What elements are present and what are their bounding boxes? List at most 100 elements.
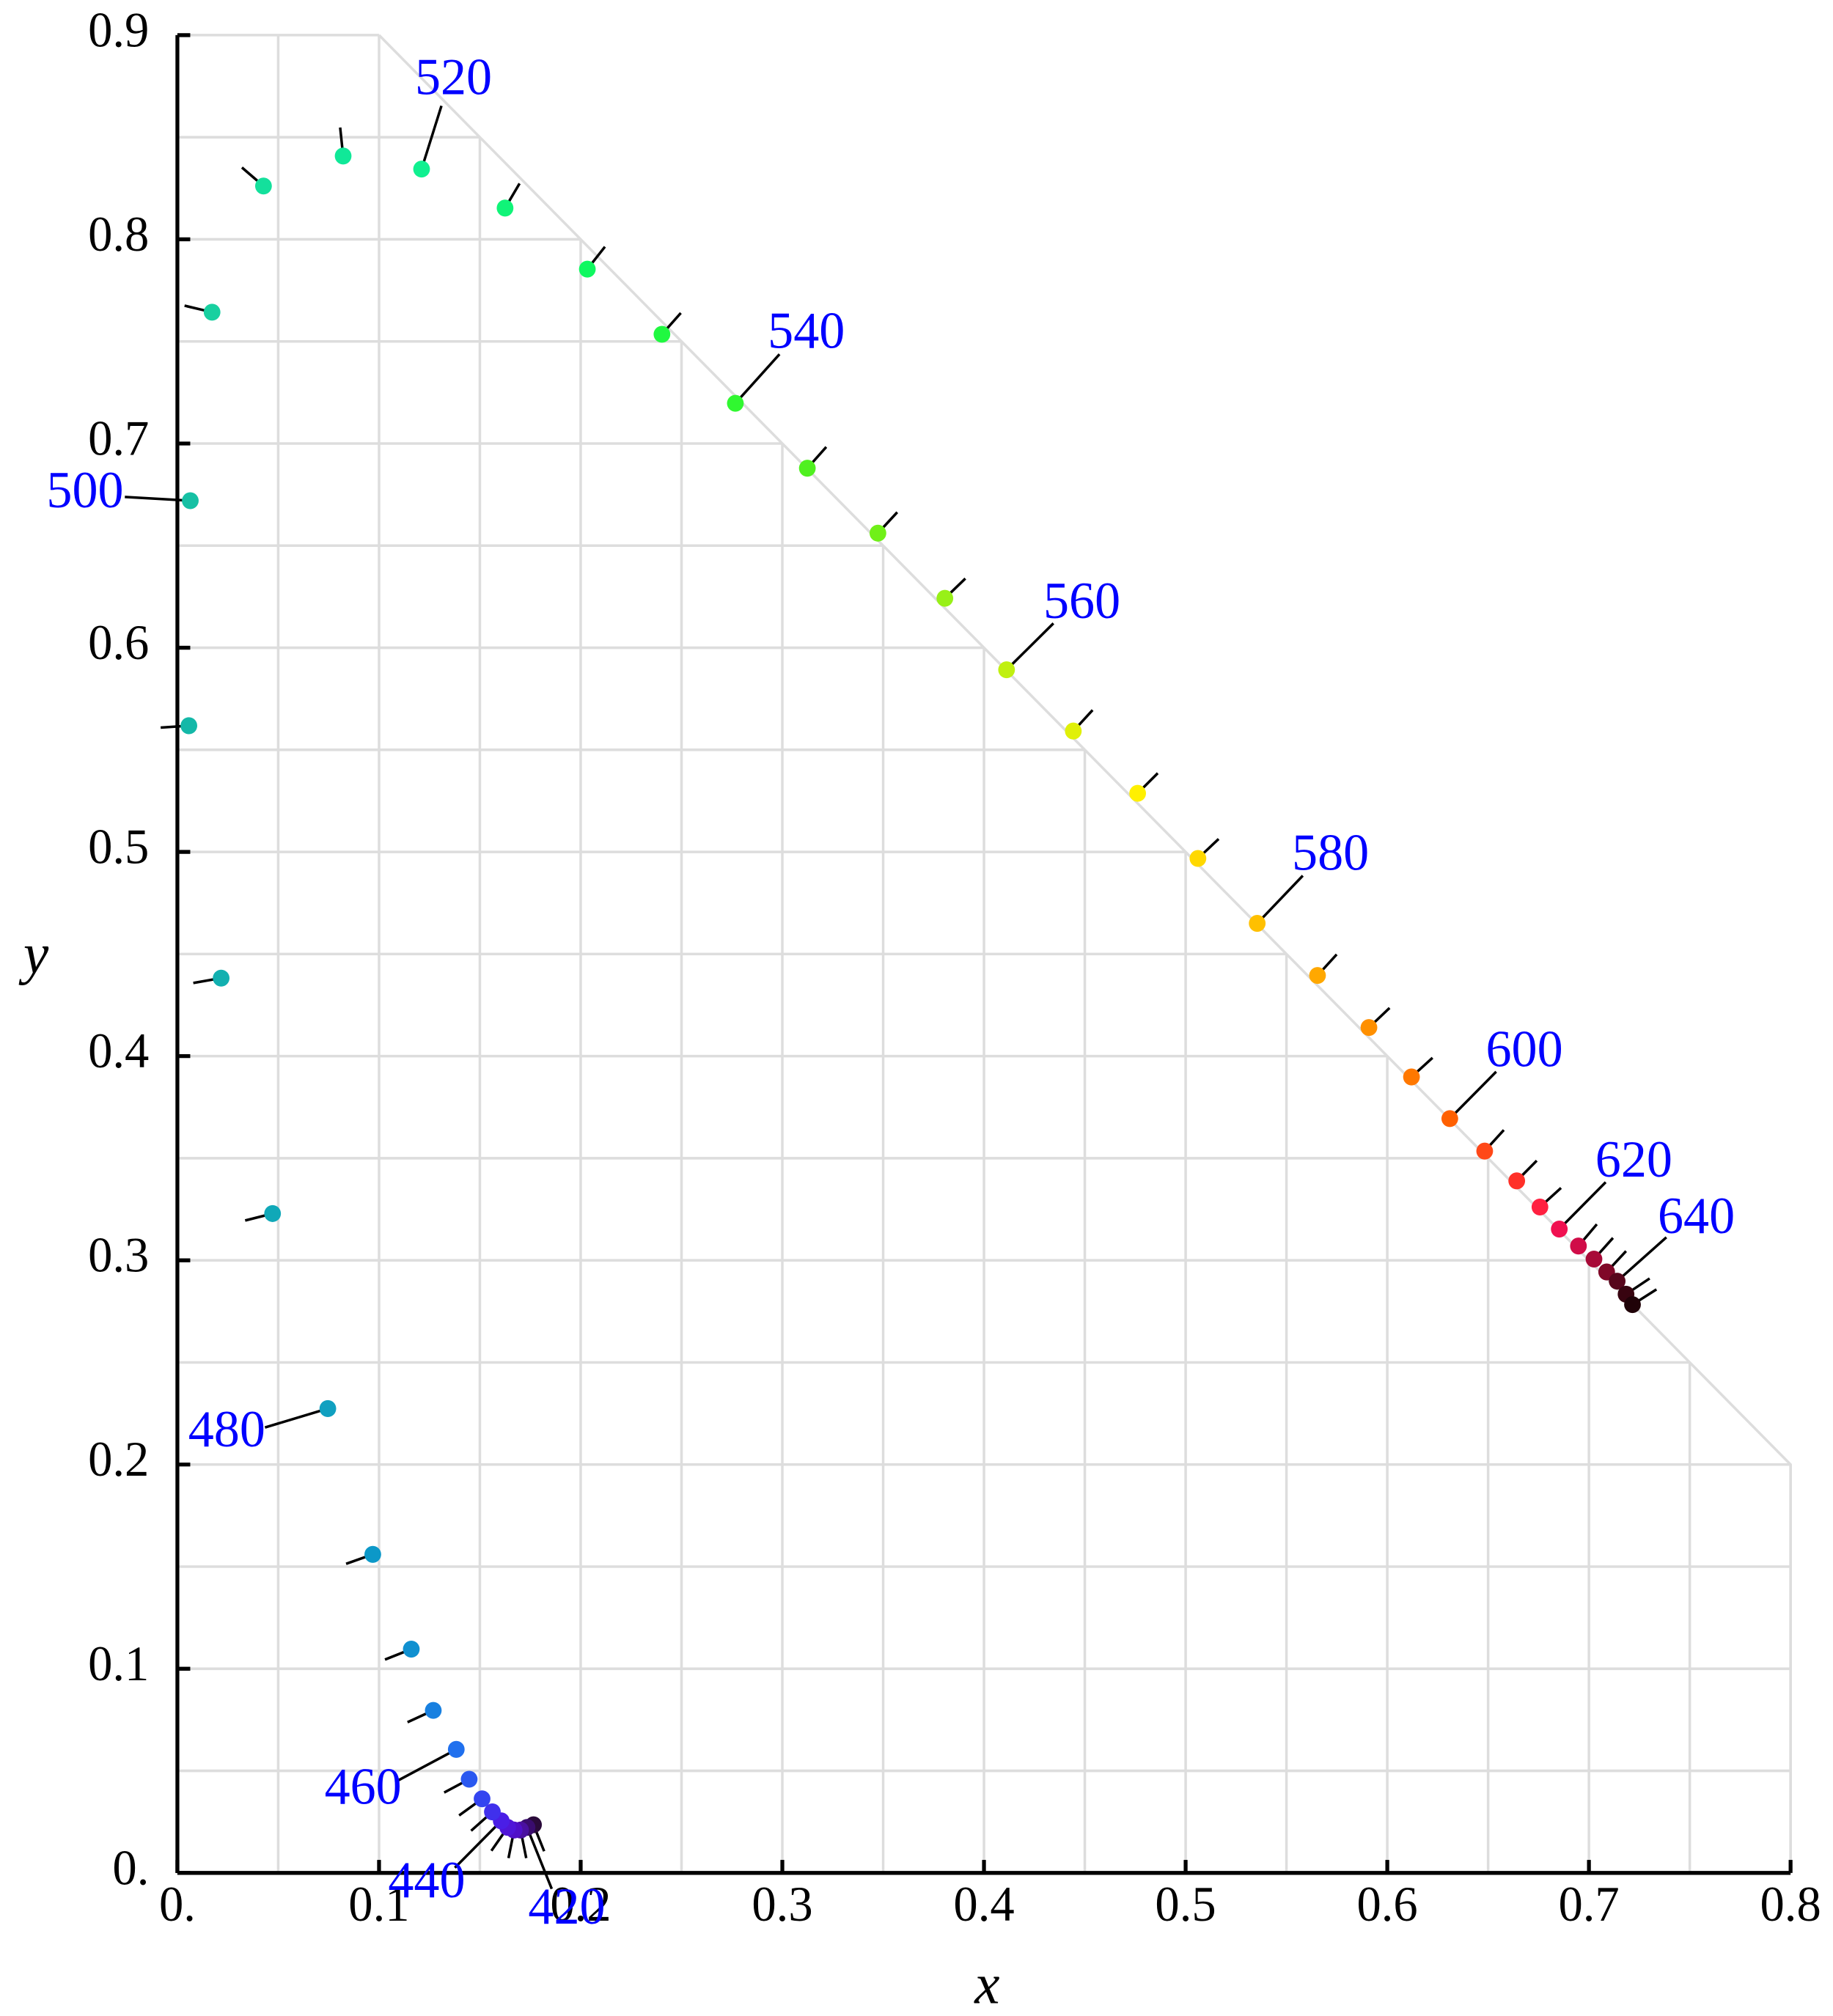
label-leader — [1011, 622, 1054, 666]
locus-point — [213, 969, 230, 987]
label-leader — [1563, 1181, 1607, 1225]
locus-point — [1624, 1296, 1641, 1314]
wavelength-tick — [1582, 1223, 1598, 1241]
wavelength-label: 460 — [325, 1758, 402, 1815]
locus-point — [1551, 1221, 1568, 1238]
locus-point — [578, 260, 596, 278]
wavelength-tick — [949, 577, 966, 595]
wavelength-label: 420 — [528, 1878, 605, 1935]
wavelength-tick — [521, 1837, 528, 1858]
locus-point — [936, 589, 954, 607]
y-tick-label: 0.4 — [88, 1024, 149, 1078]
wavelength-tick — [407, 1712, 427, 1723]
x-tick-label: 0. — [159, 1877, 196, 1932]
locus-point — [653, 325, 671, 343]
locus-point — [1508, 1172, 1526, 1190]
locus-point — [1189, 850, 1207, 867]
x-tick-label: 0.6 — [1356, 1877, 1417, 1932]
y-tick-label: 0.2 — [88, 1432, 149, 1487]
locus-point — [254, 177, 272, 195]
label-leader — [422, 105, 443, 163]
locus-point — [1309, 967, 1326, 985]
locus-point — [264, 1204, 282, 1222]
locus-point — [403, 1641, 420, 1658]
locus-point — [1360, 1019, 1378, 1037]
wavelength-tick — [161, 724, 182, 729]
label-leader — [397, 1751, 450, 1782]
locus-point — [334, 147, 352, 165]
wavelength-tick — [184, 304, 205, 312]
locus-point — [727, 394, 744, 412]
wavelength-tick — [1142, 772, 1159, 789]
locus-point — [1476, 1142, 1494, 1160]
wavelength-label: 440 — [388, 1852, 465, 1909]
wavelength-tick — [666, 312, 682, 330]
wavelength-tick — [244, 1214, 265, 1222]
locus-point — [474, 1790, 491, 1808]
locus-point — [1403, 1068, 1420, 1086]
locus-point — [203, 303, 221, 321]
wavelength-tick — [1416, 1056, 1433, 1073]
y-tick-label: 0.5 — [88, 820, 149, 874]
x-tick-label: 0.3 — [752, 1877, 812, 1932]
locus-point — [319, 1399, 337, 1417]
locus-point — [1609, 1273, 1626, 1290]
x-axis-label: x — [974, 1952, 999, 2016]
wavelength-tick — [1373, 1007, 1391, 1023]
x-tick-label: 0.2 — [550, 1877, 611, 1932]
y-tick-label: 0.6 — [88, 616, 149, 670]
wavelength-label: 560 — [1043, 573, 1120, 630]
x-tick-label: 0.1 — [348, 1877, 409, 1932]
y-tick-label: 0.7 — [88, 411, 149, 466]
label-leader — [1454, 1070, 1497, 1114]
wavelength-label: 620 — [1595, 1131, 1672, 1188]
wavelength-tick — [591, 246, 606, 264]
label-leader — [454, 1825, 497, 1869]
y-axis-label: y — [18, 922, 49, 986]
wavelength-label: 640 — [1658, 1187, 1735, 1244]
locus-point — [1129, 784, 1147, 802]
y-tick-label: 0.9 — [88, 3, 149, 57]
wavelength-tick — [1631, 1277, 1650, 1292]
wavelength-tick — [1611, 1250, 1628, 1268]
locus-point — [496, 199, 514, 217]
locus-point — [1585, 1250, 1603, 1268]
wavelength-tick — [1544, 1187, 1562, 1203]
locus-point — [447, 1740, 465, 1758]
wavelength-tick — [345, 1556, 367, 1565]
locus-point — [1249, 915, 1266, 932]
locus-point — [998, 661, 1015, 679]
wavelength-label: 500 — [46, 462, 123, 519]
label-leader — [1261, 875, 1304, 919]
label-leader — [125, 496, 183, 502]
wavelength-tick — [470, 1816, 488, 1832]
locus-point — [1570, 1237, 1587, 1255]
wavelength-tick — [535, 1831, 546, 1852]
y-tick-label: 0.1 — [88, 1636, 149, 1691]
wavelength-label: 520 — [415, 48, 492, 106]
label-leader — [1622, 1236, 1667, 1277]
locus-point — [413, 161, 430, 178]
label-leader — [739, 353, 781, 399]
wavelength-tick — [507, 1837, 514, 1858]
locus-point — [869, 524, 886, 542]
wavelength-tick — [507, 183, 521, 202]
wavelength-tick — [1488, 1129, 1505, 1147]
locus-point — [364, 1545, 381, 1563]
wavelength-tick — [811, 446, 828, 463]
locus-point — [425, 1702, 442, 1719]
wavelength-label: 480 — [188, 1401, 265, 1458]
locus-point — [182, 492, 199, 509]
wavelength-tick — [1521, 1159, 1538, 1177]
wavelength-tick — [490, 1833, 504, 1852]
locus-point — [1441, 1110, 1458, 1127]
x-tick-label: 0.5 — [1155, 1877, 1216, 1932]
wavelength-label: 580 — [1292, 824, 1369, 881]
wavelength-tick — [384, 1650, 405, 1661]
wavelength-tick — [1321, 953, 1338, 971]
wavelength-tick — [458, 1802, 477, 1817]
wavelength-tick — [1598, 1237, 1615, 1254]
locus-point — [1065, 722, 1082, 740]
